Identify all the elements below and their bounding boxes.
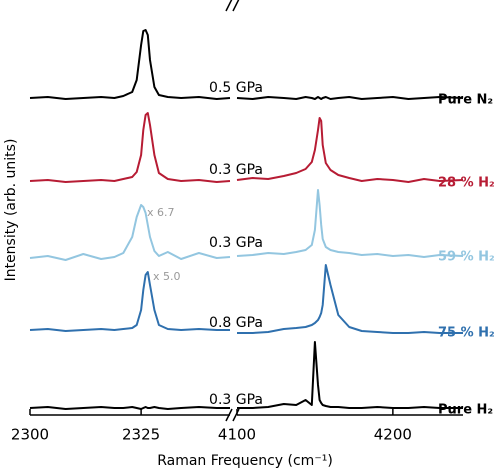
spectrum <box>29 112 464 183</box>
x-tick-label: 4200 <box>374 426 412 444</box>
spectrum <box>29 29 464 100</box>
series-label: Pure H₂ <box>438 403 493 418</box>
x-axis-label: Raman Frequency (cm⁻¹) <box>157 453 333 469</box>
annotation: x 6.7 <box>147 206 175 219</box>
annotation: 0.8 GPa <box>209 315 263 331</box>
annotation: 0.3 GPa <box>209 392 263 408</box>
annotation: 0.3 GPa <box>209 162 263 178</box>
spectrum <box>29 341 463 410</box>
spectrum <box>29 189 464 261</box>
annotation: x 5.0 <box>153 270 181 283</box>
series-label: 28 % H₂ <box>438 176 495 191</box>
y-axis-label: Intensity (arb. units) <box>3 139 19 282</box>
x-tick-label: 4100 <box>218 426 256 444</box>
annotation: 0.5 GPa <box>209 80 263 96</box>
x-tick-label: 2325 <box>122 426 160 444</box>
series-label: 75 % H₂ <box>438 326 495 341</box>
series-label: 59 % H₂ <box>438 250 495 265</box>
series-label: Pure N₂ <box>438 93 493 108</box>
axis-break <box>225 0 240 12</box>
spectrum <box>29 264 463 334</box>
axis-break <box>225 408 240 422</box>
x-tick-label: 2300 <box>11 426 49 444</box>
annotation: 0.3 GPa <box>209 235 263 251</box>
